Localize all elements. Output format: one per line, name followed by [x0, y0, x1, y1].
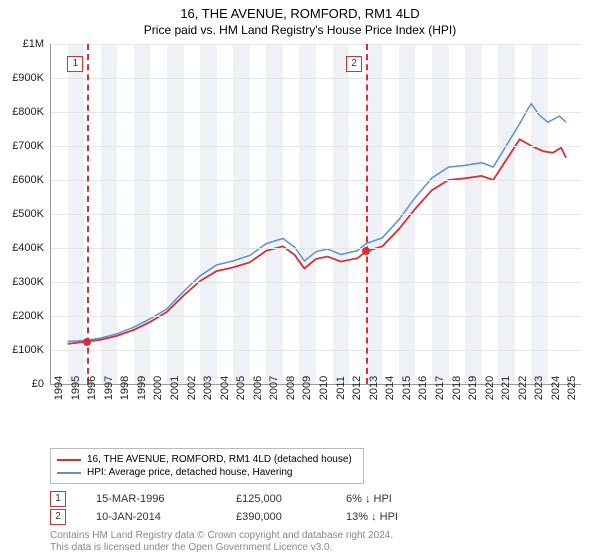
x-tick-label: 2010 — [318, 376, 330, 400]
legend-swatch — [57, 472, 81, 474]
x-tick-label: 1995 — [70, 376, 82, 400]
footer-line-1: Contains HM Land Registry data © Crown c… — [50, 530, 393, 542]
gridline — [51, 112, 581, 113]
y-tick-label: £400K — [12, 242, 44, 254]
sale-price: £390,000 — [236, 511, 316, 523]
x-tick-label: 2004 — [219, 376, 231, 400]
x-tick-label: 2025 — [566, 376, 578, 400]
gridline — [51, 316, 581, 317]
sales-table: 1 15-MAR-1996 £125,000 6% ↓ HPI 2 10-JAN-2014… — [50, 490, 398, 526]
series-line — [68, 104, 566, 342]
x-tick-label: 2011 — [335, 376, 347, 400]
y-tick-label: £900K — [12, 72, 44, 84]
x-tick-label: 2023 — [533, 376, 545, 400]
y-tick-label: £100K — [12, 344, 44, 356]
x-tick-label: 1997 — [103, 376, 115, 400]
legend-label: 16, THE AVENUE, ROMFORD, RM1 4LD (detach… — [87, 454, 352, 465]
chart-title: 16, THE AVENUE, ROMFORD, RM1 4LD — [0, 0, 600, 21]
sale-row: 2 10-JAN-2014 £390,000 13% ↓ HPI — [50, 508, 398, 526]
gridline — [51, 282, 581, 283]
x-tick-label: 2018 — [451, 376, 463, 400]
y-tick-label: £300K — [12, 276, 44, 288]
x-tick-label: 2012 — [351, 376, 363, 400]
legend-label: HPI: Average price, detached house, Have… — [87, 467, 293, 478]
y-tick-label: £1M — [23, 38, 44, 50]
sale-marker-line — [87, 44, 89, 384]
x-tick-label: 1998 — [119, 376, 131, 400]
gridline — [51, 146, 581, 147]
x-tick-label: 2016 — [417, 376, 429, 400]
sale-diff: 6% ↓ HPI — [346, 493, 392, 505]
sale-dot — [83, 338, 91, 346]
y-tick-label: £600K — [12, 174, 44, 186]
y-tick-label: £200K — [12, 310, 44, 322]
y-tick-label: £500K — [12, 208, 44, 220]
x-tick-label: 2007 — [268, 376, 280, 400]
legend-box: 16, THE AVENUE, ROMFORD, RM1 4LD (detach… — [50, 448, 364, 484]
x-tick-label: 2015 — [401, 376, 413, 400]
x-tick-label: 2014 — [384, 376, 396, 400]
sale-diff: 13% ↓ HPI — [346, 511, 398, 523]
sale-row: 1 15-MAR-1996 £125,000 6% ↓ HPI — [50, 490, 398, 508]
x-tick-label: 2019 — [467, 376, 479, 400]
gridline — [51, 350, 581, 351]
x-tick-label: 2009 — [301, 376, 313, 400]
sale-date: 15-MAR-1996 — [96, 493, 206, 505]
gridline — [51, 180, 581, 181]
series-line — [68, 139, 566, 344]
x-tick-label: 2013 — [368, 376, 380, 400]
x-tick-label: 2022 — [517, 376, 529, 400]
sale-marker-badge: 1 — [67, 56, 83, 72]
sale-dot — [362, 247, 370, 255]
sale-price: £125,000 — [236, 493, 316, 505]
x-tick-label: 2017 — [434, 376, 446, 400]
gridline — [51, 214, 581, 215]
y-tick-label: £800K — [12, 106, 44, 118]
chart-area: 12 £0£100K£200K£300K£400K£500K£600K£700K… — [50, 44, 580, 414]
sale-row-badge: 1 — [50, 491, 66, 507]
x-tick-label: 2000 — [152, 376, 164, 400]
legend-item: 16, THE AVENUE, ROMFORD, RM1 4LD (detach… — [57, 453, 357, 466]
x-tick-label: 1994 — [53, 376, 65, 400]
x-tick-label: 1999 — [136, 376, 148, 400]
x-tick-label: 2024 — [550, 376, 562, 400]
gridline — [51, 44, 581, 45]
sale-marker-badge: 2 — [346, 56, 362, 72]
legend-swatch — [57, 459, 81, 461]
x-tick-label: 2003 — [202, 376, 214, 400]
x-tick-label: 2005 — [235, 376, 247, 400]
x-tick-label: 2021 — [500, 376, 512, 400]
chart-subtitle: Price paid vs. HM Land Registry's House … — [0, 21, 600, 37]
x-tick-label: 1996 — [86, 376, 98, 400]
sale-marker-line — [366, 44, 368, 384]
gridline — [51, 78, 581, 79]
footer-attribution: Contains HM Land Registry data © Crown c… — [50, 530, 393, 554]
footer-line-2: This data is licensed under the Open Gov… — [50, 542, 393, 554]
sale-row-badge: 2 — [50, 509, 66, 525]
gridline — [51, 248, 581, 249]
plot-area: 12 — [50, 44, 581, 385]
x-tick-label: 2001 — [169, 376, 181, 400]
y-tick-label: £0 — [32, 378, 44, 390]
sale-date: 10-JAN-2014 — [96, 511, 206, 523]
x-tick-label: 2002 — [186, 376, 198, 400]
chart-container: 16, THE AVENUE, ROMFORD, RM1 4LD Price p… — [0, 0, 600, 560]
x-tick-label: 2020 — [484, 376, 496, 400]
x-tick-label: 2008 — [285, 376, 297, 400]
legend-item: HPI: Average price, detached house, Have… — [57, 466, 357, 479]
x-tick-label: 2006 — [252, 376, 264, 400]
y-tick-label: £700K — [12, 140, 44, 152]
